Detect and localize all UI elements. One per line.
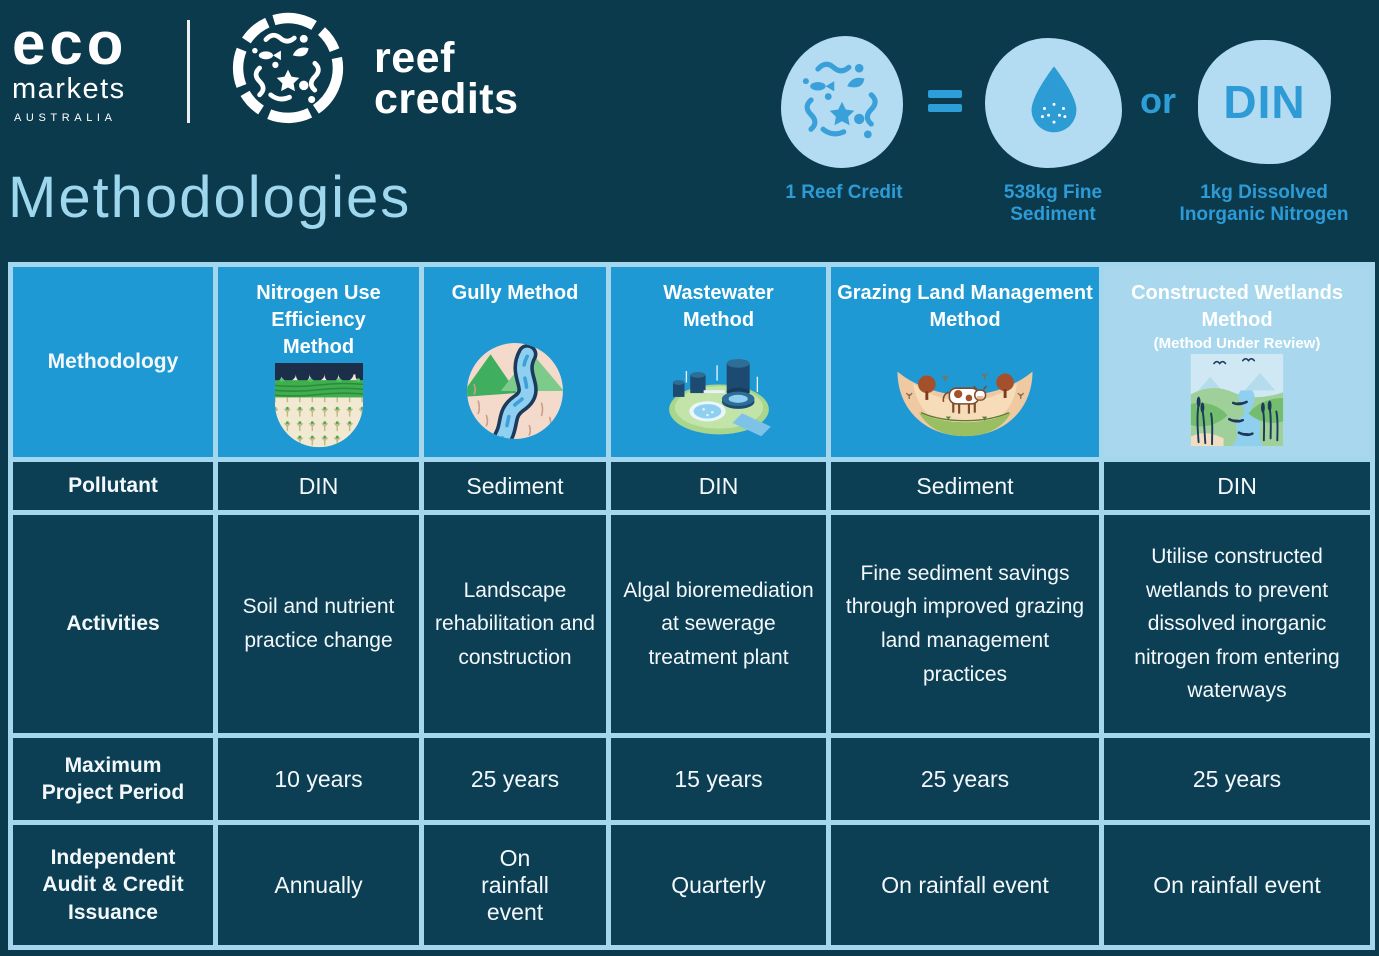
col-header-gully: Gully Method (424, 267, 606, 457)
reef-word: reef (374, 34, 455, 82)
row-label-audit: Independent Audit & Credit Issuance (13, 825, 213, 945)
period-wastewater: 15 years (611, 738, 826, 820)
brand-divider (187, 20, 190, 123)
or-text: or (1140, 80, 1176, 121)
col-header-constructed-wetlands: Constructed Wetlands Method (Method Unde… (1104, 267, 1370, 457)
activities-gully: Landscape rehabilitation and constructio… (424, 515, 606, 733)
activities-wetlands: Utilise constructed wetlands to prevent … (1104, 515, 1370, 733)
method-name: Wastewater Method (663, 282, 774, 331)
col-header-nitrogen-use-efficiency: Nitrogen Use Efficiency Method (218, 267, 419, 457)
eco-markets-logo: eco markets AUSTRALIA (12, 10, 128, 125)
row-label-max-project-period: Maximum Project Period (13, 738, 213, 820)
din-label: 1kg Dissolved Inorganic Nitrogen (1179, 182, 1349, 226)
din-circle: DIN (1198, 40, 1331, 164)
water-drop-icon (1020, 55, 1088, 152)
methodologies-table: Methodology Nitrogen Use Efficiency Meth… (8, 262, 1375, 950)
period-nitrogen: 10 years (218, 738, 419, 820)
din-badge: DIN (1223, 76, 1306, 128)
reef-credit-circle (781, 36, 903, 168)
field-cross-section-icon (269, 361, 369, 458)
markets-wordmark: markets (12, 73, 126, 106)
reef-credit-label: 1 Reef Credit (785, 182, 903, 203)
eco-wordmark: eco (12, 10, 128, 77)
method-name: Gully Method (451, 282, 579, 304)
activities-grazing: Fine sediment savings through improved g… (831, 515, 1099, 733)
method-name: Grazing Land Management Method (837, 282, 1093, 331)
activities-nitrogen: Soil and nutrient practice change (218, 515, 419, 733)
audit-gully: On rainfall event (424, 825, 606, 945)
col-header-wastewater: Wastewater Method (611, 267, 826, 457)
audit-grazing: On rainfall event (831, 825, 1099, 945)
wetlands-icon (1189, 352, 1285, 453)
equals-sign (928, 90, 962, 112)
method-name: Constructed Wetlands Method (1131, 282, 1343, 331)
period-gully: 25 years (424, 738, 606, 820)
activities-wastewater: Algal bioremediation at sewerage treatme… (611, 515, 826, 733)
audit-wetlands: On rainfall event (1104, 825, 1370, 945)
method-name: Nitrogen Use Efficiency Method (256, 282, 381, 358)
pollutant-wastewater: DIN (611, 462, 826, 510)
fine-sediment-label: 538kg Fine Sediment (1003, 182, 1103, 226)
credits-word: credits (374, 74, 519, 123)
period-grazing: 25 years (831, 738, 1099, 820)
row-label-pollutant: Pollutant (13, 462, 213, 510)
reef-credits-logo-icon (230, 10, 346, 126)
grazing-cow-icon (891, 352, 1039, 447)
page-title: Methodologies (8, 165, 412, 230)
reef-credits-wordmark: reef credits (374, 34, 519, 123)
method-subtitle: (Method Under Review) (1153, 335, 1321, 352)
pollutant-gully: Sediment (424, 462, 606, 510)
row-label-activities: Activities (13, 515, 213, 733)
period-wetlands: 25 years (1104, 738, 1370, 820)
pollutant-grazing: Sediment (831, 462, 1099, 510)
wastewater-plant-icon (663, 348, 775, 447)
pollutant-wetlands: DIN (1104, 462, 1370, 510)
audit-wastewater: Quarterly (611, 825, 826, 945)
coral-collage-icon (799, 57, 885, 148)
row-label-methodology: Methodology (13, 267, 213, 457)
audit-nitrogen: Annually (218, 825, 419, 945)
col-header-grazing-land: Grazing Land Management Method (831, 267, 1099, 457)
australia-wordmark: AUSTRALIA (14, 112, 117, 125)
gully-river-icon (464, 340, 566, 447)
fine-sediment-circle (985, 38, 1122, 168)
pollutant-nitrogen: DIN (218, 462, 419, 510)
